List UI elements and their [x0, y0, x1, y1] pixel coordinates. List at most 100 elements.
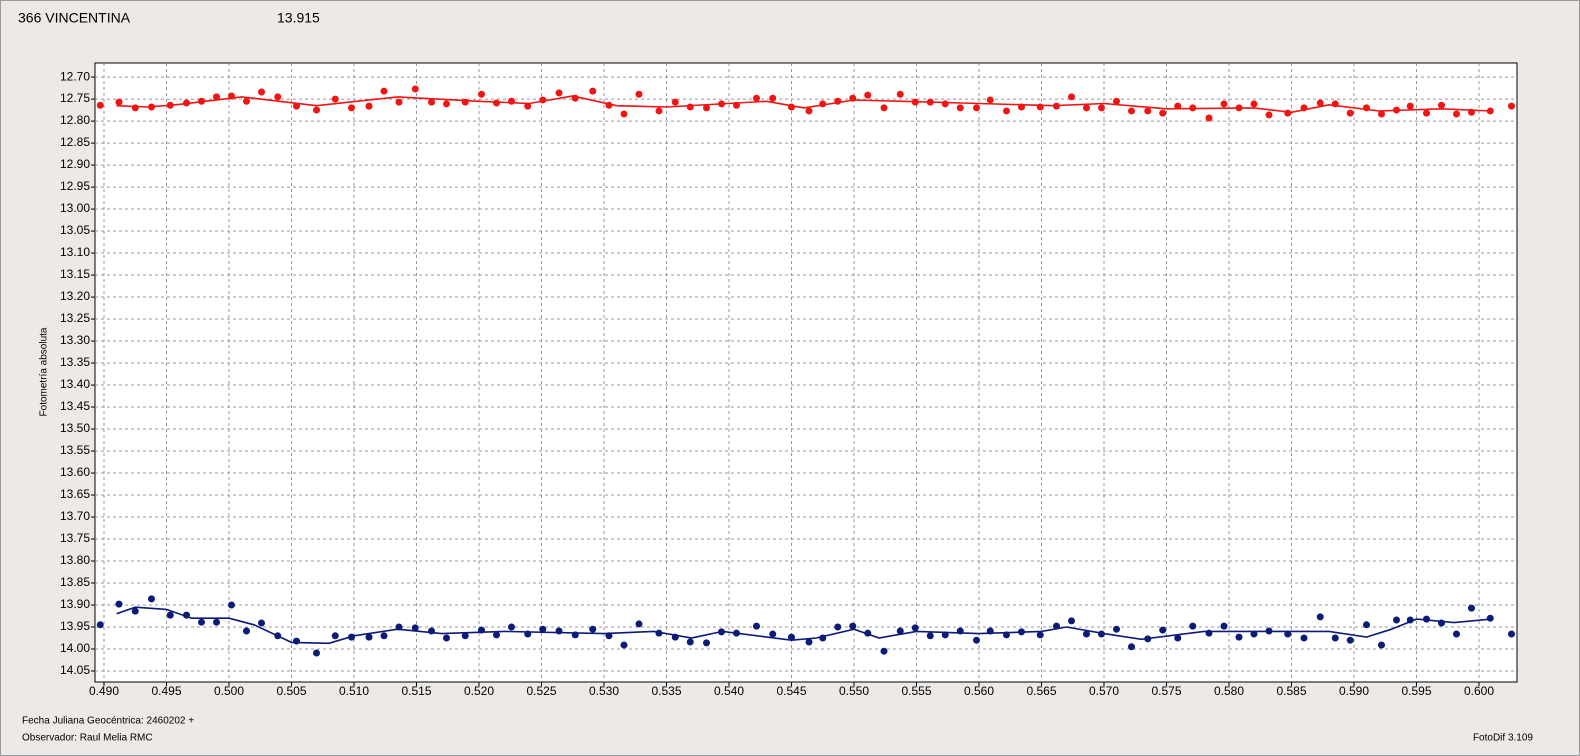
data-point [1363, 621, 1370, 629]
data-point [805, 107, 813, 115]
x-tick-label: 0.530 [589, 684, 619, 698]
data-point [1128, 643, 1135, 651]
y-tick-label: 13.15 [60, 267, 90, 281]
data-point [96, 621, 104, 629]
data-point [1393, 616, 1400, 624]
data-point [148, 103, 155, 111]
data-point [1508, 102, 1515, 110]
data-point [274, 93, 282, 101]
data-point [380, 632, 388, 640]
data-point [834, 97, 842, 105]
y-tick-label: 13.05 [60, 223, 90, 237]
data-point [1235, 633, 1243, 641]
data-point [1174, 102, 1182, 110]
data-point [1378, 641, 1385, 649]
data-point [956, 627, 964, 635]
x-tick-label: 0.490 [89, 684, 119, 698]
data-point [243, 97, 250, 105]
data-point [911, 98, 919, 106]
x-tick-label: 0.585 [1276, 684, 1306, 698]
y-tick-label: 13.70 [60, 509, 90, 523]
data-point [655, 629, 663, 637]
data-point [228, 601, 235, 609]
data-point [1486, 107, 1494, 115]
x-tick-label: 0.570 [1089, 684, 1119, 698]
y-tick-label: 13.95 [60, 619, 90, 633]
data-point [443, 100, 450, 108]
data-point [849, 94, 857, 102]
data-point [411, 85, 419, 93]
x-tick-label: 0.545 [776, 684, 806, 698]
data-point [1113, 625, 1120, 633]
data-point [986, 627, 994, 635]
data-point [718, 100, 725, 108]
data-point [508, 97, 515, 105]
data-point [461, 98, 469, 106]
data-point [131, 104, 139, 112]
y-tick-label: 13.00 [60, 201, 90, 215]
y-tick-label: 12.80 [60, 113, 90, 127]
data-point [313, 649, 320, 657]
data-point [1220, 622, 1228, 630]
x-tick-label: 0.555 [901, 684, 931, 698]
data-point [1316, 613, 1324, 621]
y-tick-label: 13.50 [60, 421, 90, 435]
plot-area [94, 62, 1518, 683]
data-point [1083, 104, 1090, 112]
data-point [686, 103, 694, 111]
data-point [973, 636, 980, 644]
data-point [293, 102, 300, 110]
data-point [973, 104, 980, 112]
data-point [1159, 109, 1167, 117]
data-point [243, 627, 250, 635]
data-point [769, 630, 777, 638]
x-tick-label: 0.515 [401, 684, 431, 698]
data-point [849, 622, 857, 630]
data-point [1265, 627, 1273, 635]
y-tick-label: 12.70 [60, 69, 90, 83]
data-point [131, 607, 139, 615]
x-tick-label: 0.525 [526, 684, 556, 698]
y-tick-label: 13.90 [60, 597, 90, 611]
x-tick-label: 0.505 [276, 684, 306, 698]
data-point [819, 634, 827, 642]
data-point [896, 627, 904, 635]
y-tick-label: 12.75 [60, 91, 90, 105]
data-point [788, 103, 795, 111]
data-point [1250, 100, 1258, 108]
data-point [274, 632, 282, 640]
data-point [1406, 616, 1414, 624]
data-point [524, 630, 532, 638]
data-point [1284, 630, 1292, 638]
data-point [1438, 619, 1445, 627]
data-point [1018, 628, 1025, 636]
y-tick-label: 12.95 [60, 179, 90, 193]
data-point [1423, 109, 1430, 117]
data-point [166, 611, 174, 619]
data-point [1393, 106, 1400, 114]
data-point [1331, 634, 1339, 642]
data-point [753, 622, 760, 630]
data-point [896, 90, 904, 98]
data-point [1068, 93, 1075, 101]
data-point [926, 98, 934, 106]
x-tick-label: 0.540 [714, 684, 744, 698]
data-point [1331, 100, 1339, 108]
data-point [605, 101, 613, 109]
x-axis-label: Fecha Juliana Geocéntrica: 2460202 + [22, 716, 194, 727]
data-point [1363, 104, 1370, 112]
data-point [620, 641, 628, 649]
data-point [986, 96, 994, 104]
data-point [555, 89, 563, 97]
data-point [1438, 101, 1445, 109]
data-point [478, 90, 485, 98]
data-point [655, 107, 663, 115]
data-point [733, 101, 740, 109]
data-point [1205, 114, 1213, 122]
y-tick-label: 13.30 [60, 333, 90, 347]
data-point [1235, 104, 1243, 112]
x-tick-label: 0.550 [839, 684, 869, 698]
y-tick-label: 13.40 [60, 377, 90, 391]
